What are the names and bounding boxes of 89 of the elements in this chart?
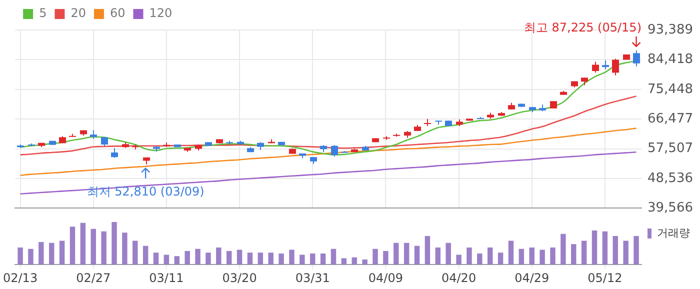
x-tick-label: 02/13 [2,270,38,285]
legend-label: 20 [70,6,86,20]
bar [59,240,65,265]
y-tick-label: 66,477 [648,111,693,126]
bar [247,252,253,265]
bar [383,250,388,265]
bar [184,250,190,265]
bar [330,248,336,265]
bar [268,252,274,265]
bar [289,250,294,265]
bar [226,250,232,265]
bar [80,222,86,265]
legend-label: 거래량 [657,226,690,240]
bar [404,242,410,265]
bar [174,256,180,265]
bar [206,252,211,265]
candlestick [592,61,599,74]
bar [320,254,326,265]
x-tick-label: 02/27 [76,270,111,285]
bar [122,232,128,265]
bar [477,254,482,265]
bar [372,248,378,265]
bar [634,236,639,265]
bar [518,248,524,265]
y-tick-label: 84,418 [648,52,693,68]
bar [602,231,608,265]
bar [394,242,399,265]
bar [456,254,462,265]
bar [540,250,545,265]
x-tick-label: 04/09 [368,270,404,285]
bar [341,258,347,265]
bar [195,248,200,265]
line-series [20,128,637,176]
legend-label: 5 [39,6,47,20]
bar [310,254,316,265]
bar [18,248,23,265]
bar [49,242,54,265]
bar [278,254,284,265]
bar [529,248,534,265]
candlestick [612,58,619,76]
legend-label: 60 [110,6,126,20]
bar [164,254,170,265]
candlestick [331,144,338,157]
bar [498,252,504,265]
bar [300,254,305,265]
x-tick-label: 04/20 [441,270,476,285]
bar [571,244,576,265]
x-tick-label: 03/11 [149,270,184,285]
bar [153,252,159,265]
bar [142,246,148,265]
x-tick-label: 03/20 [222,270,257,285]
bar [488,248,493,265]
bar [132,240,138,265]
bar [352,257,357,265]
candlestick [111,148,118,158]
bar [581,240,587,265]
bar [560,234,566,265]
x-tick-label: 04/29 [514,270,550,285]
bar [101,231,106,265]
x-tick-label: 05/12 [588,270,622,285]
bar [70,226,76,265]
legend-label: 120 [149,6,172,20]
y-tick-label: 48,536 [648,170,693,186]
bar [508,240,514,265]
y-tick-label: 57,507 [648,141,693,156]
candlestick [633,50,640,67]
x-tick-label: 03/31 [295,270,330,285]
bar [592,230,598,265]
bar [236,250,242,265]
bar [424,236,430,265]
bar [435,248,441,265]
annotation: 최고 87,225 (05/15) [524,20,642,35]
bar [112,222,117,265]
y-tick-label: 75,448 [648,82,693,97]
bar [446,242,451,265]
bar [466,248,472,265]
bar [258,252,264,265]
bar [612,236,618,265]
bar [414,246,420,265]
y-tick-label: 93,389 [648,22,693,38]
bar [550,248,556,265]
y-tick-label: 39,566 [648,200,693,216]
bar [362,259,368,265]
bar [38,242,44,265]
bar [623,240,628,265]
line-series [20,96,637,156]
bar [90,228,96,265]
bar [28,248,34,265]
bar [216,248,222,265]
